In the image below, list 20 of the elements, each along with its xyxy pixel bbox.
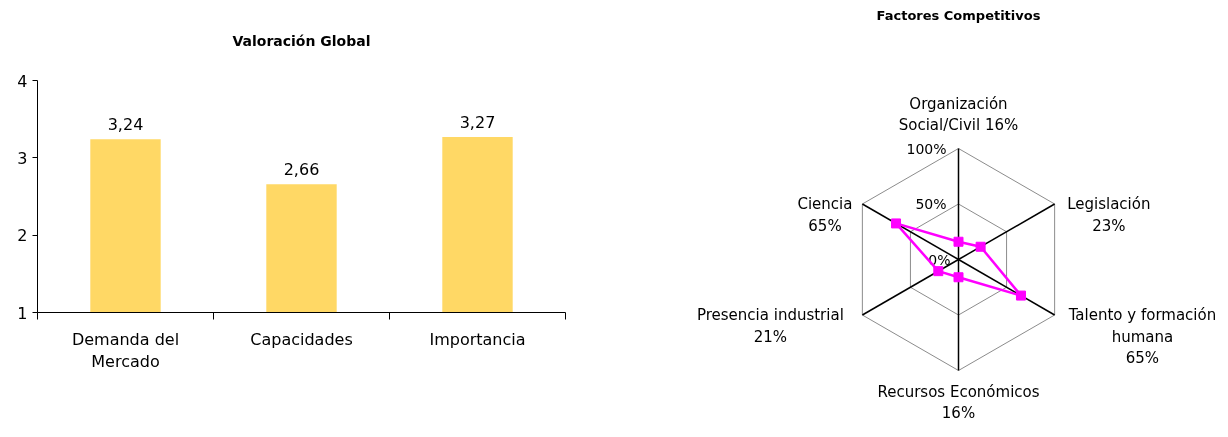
y-tick-label: 50% [915,196,947,212]
data-label: 3,24 [107,115,144,135]
spoke-label: Talento y formación humana 65% [1067,306,1217,368]
y-tick-label: 100% [906,140,947,157]
chart-title: Valoración Global [232,32,371,49]
spoke-label: Organización Social/Civil 16% [898,94,1019,135]
x-tick-label: Capacidades [250,329,353,349]
y-tick-label: 1 [17,303,28,323]
data-label: 3,27 [459,112,496,132]
data-label: 2,66 [283,160,320,180]
x-tick-label: Importancia [429,329,526,349]
chart-title: Factores Competitivos [876,8,1041,23]
spoke-label: Legislación 23% [1067,195,1151,235]
spoke-label: Ciencia 65% [797,195,853,235]
y-tick-label: 2 [17,226,28,246]
x-tick-label: Demanda del Mercado [71,329,180,372]
spoke-label: Presencia industrial 21% [696,306,844,346]
y-tick-label: 3 [17,148,28,168]
y-tick-label: 4 [17,71,28,91]
spoke-label: Recursos Económicos 16% [877,382,1040,423]
